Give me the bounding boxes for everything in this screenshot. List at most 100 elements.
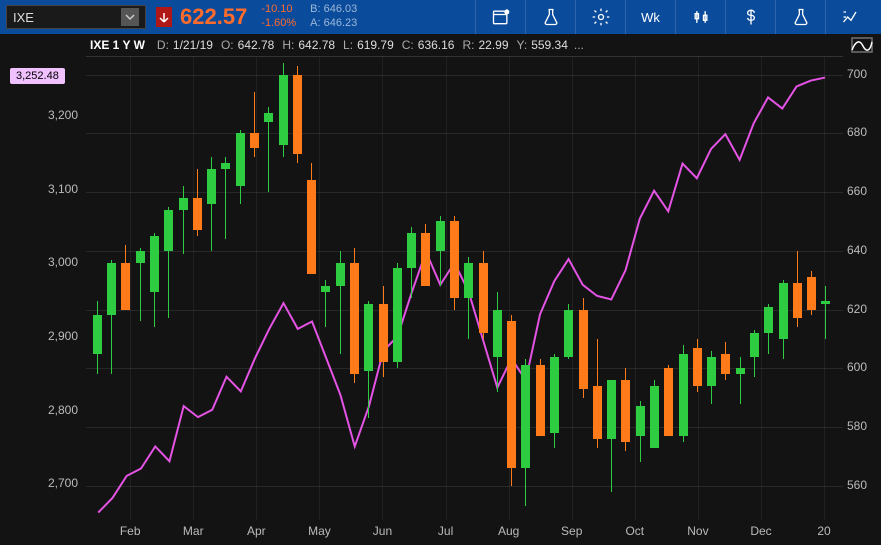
candle-body — [607, 380, 616, 439]
x-tick: Oct — [625, 524, 644, 538]
info-val: 642.78 — [298, 38, 335, 52]
candle-body — [279, 75, 288, 145]
candle-body — [364, 304, 373, 372]
candle-body — [764, 307, 773, 333]
last-price: 622.57 — [180, 4, 247, 30]
chart-app: IXE 622.57 -10.10 -1.60% B: 646.03 A: 64… — [0, 0, 881, 545]
candle-body — [721, 354, 730, 375]
candle-body — [550, 357, 559, 433]
candle-body — [321, 286, 330, 292]
change-abs: -10.10 — [261, 3, 296, 17]
left-tick: 3,200 — [48, 108, 78, 122]
info-fields: D:1/21/19O:642.78H:642.78L:619.79C:636.1… — [149, 38, 568, 52]
candle-wick — [225, 157, 226, 239]
left-tick: 2,900 — [48, 329, 78, 343]
candlestick-icon[interactable] — [675, 0, 725, 34]
x-tick: Feb — [120, 524, 141, 538]
comparison-line — [98, 78, 825, 513]
candle-body — [679, 354, 688, 436]
candle-body — [93, 315, 102, 353]
candle-body — [793, 283, 802, 318]
candle-body — [593, 386, 602, 439]
x-axis: FebMarAprMayJunJulAugSepOctNovDec20 — [86, 520, 843, 545]
ask-row: A: 646.23 — [310, 17, 357, 31]
candle-body — [464, 263, 473, 298]
candle-body — [150, 236, 159, 292]
info-val: 559.34 — [531, 38, 568, 52]
info-key: R: — [462, 38, 474, 52]
x-tick: Sep — [561, 524, 582, 538]
candle-body — [193, 198, 202, 230]
timeframe-label: Wk — [641, 10, 660, 25]
candle-body — [650, 386, 659, 448]
left-tick: 2,800 — [48, 403, 78, 417]
x-tick: May — [308, 524, 331, 538]
cursor-mode-icon[interactable] — [849, 35, 875, 55]
x-tick: Aug — [498, 524, 519, 538]
candle-wick — [825, 286, 826, 339]
left-tick: 3,100 — [48, 182, 78, 196]
symbol-value: IXE — [13, 10, 34, 25]
bid-label: B: — [310, 3, 320, 15]
candle-body — [521, 365, 530, 468]
candle-wick — [740, 357, 741, 404]
candle-body — [636, 406, 645, 435]
info-val: 636.16 — [418, 38, 455, 52]
x-tick: Jul — [438, 524, 453, 538]
candle-body — [536, 365, 545, 435]
x-tick: Jun — [373, 524, 392, 538]
candle-body — [436, 221, 445, 250]
candle-body — [264, 113, 273, 122]
right-axis: 560580600620640660680700 — [843, 56, 881, 520]
gear-icon[interactable] — [575, 0, 625, 34]
right-tick: 660 — [847, 184, 867, 198]
candle-body — [579, 310, 588, 389]
symbol-select[interactable]: IXE — [6, 5, 146, 29]
price-display: 622.57 — [156, 4, 247, 30]
direction-indicator — [156, 7, 172, 27]
chevron-down-icon — [121, 8, 139, 26]
candle-body — [507, 321, 516, 468]
candle-body — [164, 210, 173, 251]
candle-body — [564, 310, 573, 357]
candle-body — [736, 368, 745, 374]
candle-body — [479, 263, 488, 333]
candle-wick — [183, 186, 184, 254]
x-tick: Apr — [247, 524, 266, 538]
calendar-alert-icon[interactable]: i — [475, 0, 525, 34]
right-tick: 620 — [847, 302, 867, 316]
candle-body — [107, 263, 116, 316]
candle-body — [207, 169, 216, 204]
x-tick: 20 — [817, 524, 830, 538]
flask2-icon[interactable] — [775, 0, 825, 34]
indicator-icon[interactable] — [825, 0, 875, 34]
info-key: D: — [157, 38, 169, 52]
candle-body — [407, 233, 416, 268]
dollar-icon[interactable] — [725, 0, 775, 34]
info-bar: IXE 1 Y W D:1/21/19O:642.78H:642.78L:619… — [0, 34, 881, 56]
candle-body — [421, 233, 430, 286]
info-key: Y: — [517, 38, 528, 52]
right-tick: 580 — [847, 419, 867, 433]
info-val: 619.79 — [357, 38, 394, 52]
info-val: 642.78 — [238, 38, 275, 52]
candle-body — [707, 357, 716, 386]
right-tick: 640 — [847, 243, 867, 257]
price-badge: 3,252.48 — [10, 68, 65, 84]
right-tick: 560 — [847, 478, 867, 492]
timeframe-button[interactable]: Wk — [625, 0, 675, 34]
chart-plot[interactable] — [86, 56, 843, 520]
candle-body — [379, 304, 388, 363]
info-key: L: — [343, 38, 353, 52]
svg-text:i: i — [506, 10, 507, 15]
candle-body — [493, 310, 502, 357]
x-tick: Dec — [750, 524, 771, 538]
flask-icon[interactable] — [525, 0, 575, 34]
candle-body — [307, 180, 316, 274]
candle-body — [221, 163, 230, 169]
left-axis: 2,7002,8002,9003,0003,1003,2003,252.48 — [0, 56, 86, 520]
candle-body — [664, 368, 673, 436]
info-key: C: — [402, 38, 414, 52]
candle-body — [293, 75, 302, 154]
candle-body — [807, 277, 816, 309]
